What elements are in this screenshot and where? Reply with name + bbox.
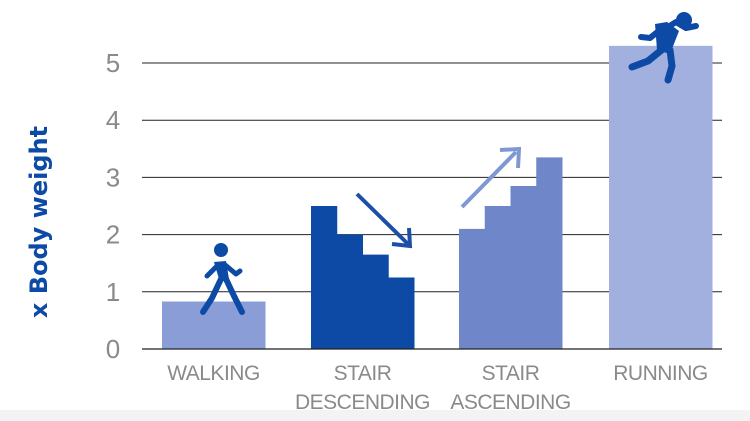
bar-stair-ascending-step	[459, 228, 486, 349]
y-axis-label: x Body weight	[25, 126, 53, 318]
bar-stair-descending-step	[362, 254, 389, 349]
bottom-band	[0, 410, 750, 421]
y-tick-label: 4	[106, 105, 120, 135]
x-category-label: STAIR	[482, 362, 540, 385]
bar-running-step	[609, 45, 713, 350]
x-category-label: DESCENDING	[295, 391, 430, 414]
bar-stair-descending-step	[311, 206, 338, 349]
x-category-label: RUNNING	[613, 362, 708, 385]
y-tick-label: 0	[106, 334, 120, 364]
bar-stair-descending-step	[336, 234, 363, 349]
walking-person-icon	[200, 243, 245, 315]
x-category-label: WALKING	[167, 362, 260, 385]
bar-walking-step	[162, 301, 266, 349]
bar-stair-ascending-step	[536, 157, 563, 349]
y-tick-label: 3	[106, 162, 120, 192]
y-tick-label: 2	[106, 220, 120, 250]
x-axis-labels: WALKING STAIR DESCENDING STAIR ASCENDING RUNN…	[167, 362, 708, 414]
up-right-arrow-icon	[460, 146, 522, 209]
running-person-icon	[628, 12, 699, 84]
x-category-label: STAIR	[334, 362, 392, 385]
y-tick-label: 5	[106, 48, 120, 78]
bar-stair-ascending-step	[484, 206, 511, 349]
bars	[162, 45, 713, 350]
y-tick-label: 1	[106, 277, 120, 307]
y-axis-ticks: 0 1 2 3 4 5	[106, 48, 120, 364]
x-category-label: ASCENDING	[450, 391, 570, 414]
bar-stair-ascending-step	[510, 185, 537, 349]
bar-stair-descending-step	[388, 277, 415, 349]
down-right-arrow-icon	[355, 192, 413, 249]
